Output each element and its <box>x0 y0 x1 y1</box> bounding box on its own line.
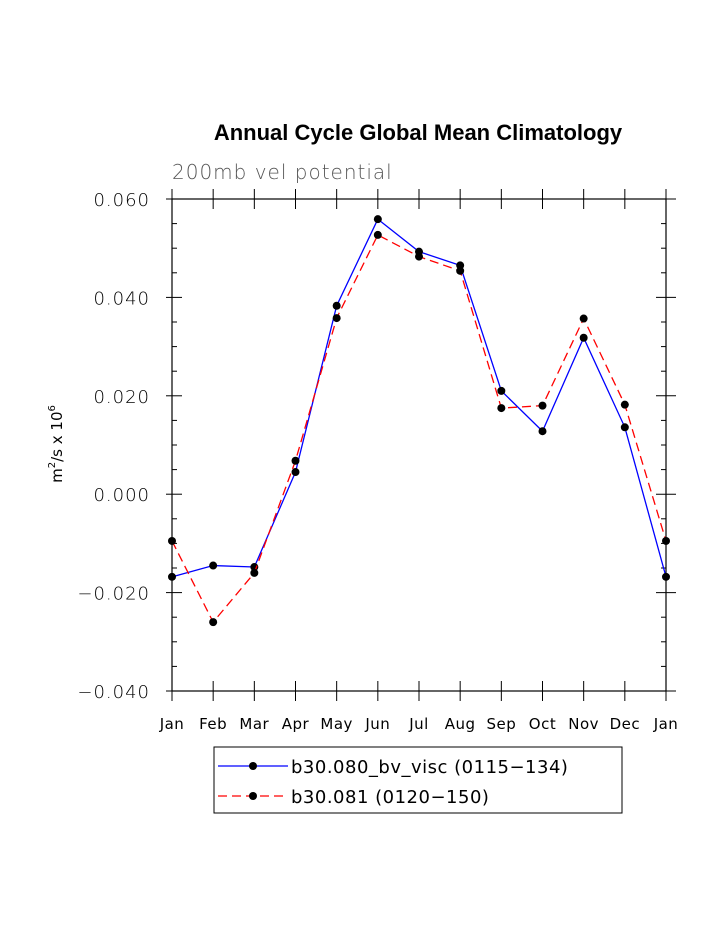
x-tick-label: Sep <box>486 715 516 733</box>
legend-label-1: b30.080_bv_visc (0115−134) <box>291 757 568 778</box>
x-tick-label: Oct <box>529 715 556 733</box>
x-tick-labels: Jan Feb Mar Apr May Jun Jul Aug Sep Oct Nov Dec Jan <box>159 715 679 733</box>
series-1-point <box>538 427 547 436</box>
ylabel-base: m <box>48 468 66 483</box>
y-tick-label: 0.040 <box>93 288 150 309</box>
ylabel-sup2: 6 <box>47 405 58 411</box>
y-tick-label: −0.040 <box>77 682 150 703</box>
series-1-point <box>209 561 218 570</box>
legend-box <box>213 746 623 814</box>
legend-marker-2 <box>249 792 257 800</box>
series-line-2 <box>171 234 667 624</box>
y-axis-label: m2/s x 106 <box>47 405 66 483</box>
y-tick-labels: −0.040 −0.020 0.000 0.020 0.040 0.060 <box>77 190 150 703</box>
series-2-point <box>538 401 547 410</box>
series-2-point <box>209 618 218 627</box>
series-1-point <box>168 572 176 581</box>
x-tick-label: Jun <box>364 715 390 733</box>
legend-marker-1 <box>249 762 257 770</box>
plot-frame <box>171 198 667 692</box>
series-2-point <box>168 536 176 545</box>
series-1-point <box>579 333 588 342</box>
chart-title: Annual Cycle Global Mean Climatology <box>214 120 623 145</box>
series-2-point <box>415 252 423 261</box>
series-2-point <box>456 266 465 275</box>
series-1-point <box>332 301 341 310</box>
x-tick-label: Jan <box>653 715 679 733</box>
y-tick-label: 0.060 <box>93 190 150 211</box>
series-1-point <box>620 423 629 432</box>
legend: b30.080_bv_visc (0115−134) b30.081 (0120… <box>213 746 623 814</box>
series-2-point <box>332 314 341 323</box>
series-2-point <box>497 404 506 413</box>
x-tick-label: Apr <box>282 715 310 733</box>
series-line-1 <box>171 218 667 578</box>
series-2-point <box>620 400 629 409</box>
chart-subtitle: 200mb vel potential <box>172 160 393 184</box>
svg-text:m2/s x 106: m2/s x 106 <box>47 405 66 483</box>
ylabel-sup1: 2 <box>47 462 58 468</box>
series-1-point <box>497 386 506 395</box>
legend-label-2: b30.081 (0120−150) <box>291 787 489 808</box>
series-1-point <box>662 572 670 581</box>
ylabel-mid: /s x 10 <box>48 412 66 462</box>
x-tick-label: Feb <box>199 715 227 733</box>
y-tick-label: 0.000 <box>93 485 150 506</box>
series-2-point <box>662 536 670 545</box>
axis-ticks <box>166 189 676 701</box>
x-tick-label: Jan <box>159 715 185 733</box>
series-1-point <box>373 215 382 224</box>
series-layer <box>168 215 670 627</box>
y-tick-label: 0.020 <box>93 387 150 408</box>
x-tick-label: Mar <box>239 715 269 733</box>
series-1-point <box>291 468 300 477</box>
series-2-point <box>250 568 259 577</box>
series-2-point <box>579 314 588 323</box>
x-tick-label: Dec <box>610 715 641 733</box>
x-tick-label: Jul <box>408 715 429 733</box>
series-2-point <box>291 456 300 465</box>
x-tick-label: May <box>320 715 353 733</box>
x-tick-label: Aug <box>445 715 476 733</box>
y-tick-label: −0.020 <box>77 584 150 605</box>
x-tick-label: Nov <box>568 715 599 733</box>
series-2-point <box>373 230 382 239</box>
